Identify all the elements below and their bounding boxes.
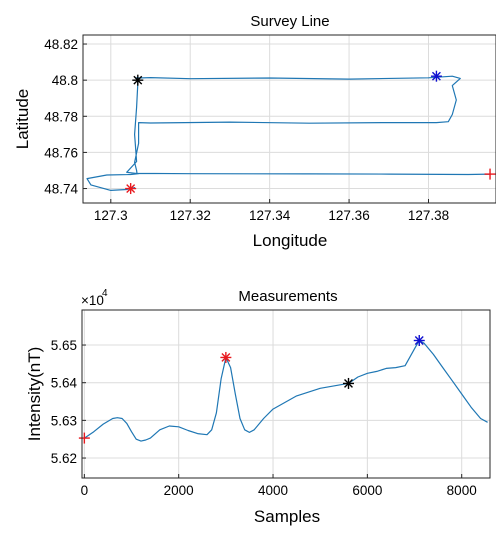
x-tick-label: 6000 — [352, 483, 382, 498]
y-tick-label: 5.62 — [51, 451, 77, 466]
grid — [83, 35, 496, 203]
y-tick-label: 5.64 — [51, 376, 78, 391]
x-tick-label: 127.3 — [94, 208, 128, 223]
x-axis-label: Longitude — [253, 231, 328, 250]
y-axis-label: Latitude — [13, 89, 32, 150]
star-marker — [125, 183, 137, 195]
plus-marker — [78, 432, 90, 444]
chart-title: Measurements — [238, 288, 337, 305]
marker-group — [125, 70, 496, 195]
x-tick-label: 127.34 — [249, 208, 291, 223]
survey-line-chart: Survey Line 127.3 127.32 127.34 127.36 127.3… — [13, 13, 496, 250]
y-tick-label: 48.76 — [44, 145, 78, 160]
star-marker — [220, 351, 232, 363]
x-axis-ticks: 0 2000 4000 6000 8000 — [81, 474, 477, 498]
marker-group — [78, 335, 425, 444]
series-line — [84, 339, 488, 442]
series-group — [86, 75, 491, 191]
grid — [82, 310, 490, 478]
x-tick-label: 0 — [81, 483, 89, 498]
y-tick-label: 48.82 — [44, 37, 78, 52]
x-tick-label: 127.38 — [408, 208, 449, 223]
x-tick-label: 8000 — [447, 483, 477, 498]
plus-marker — [484, 168, 496, 180]
y-tick-label: 5.65 — [51, 338, 77, 353]
y-tick-label: 5.63 — [51, 413, 77, 428]
y-axis-ticks: 5.62 5.63 5.64 5.65 — [51, 338, 86, 466]
star-marker — [413, 335, 425, 347]
y-exponent-base: ×10 — [81, 293, 104, 308]
star-marker — [342, 377, 354, 389]
x-axis-label: Samples — [254, 507, 320, 526]
y-tick-label: 48.74 — [44, 182, 78, 197]
plot-frame — [81, 309, 491, 479]
plot-frame — [82, 34, 496, 204]
series-group — [84, 339, 488, 442]
star-marker — [132, 74, 144, 86]
x-tick-label: 127.32 — [170, 208, 211, 223]
y-axis-ticks: 48.74 48.76 48.78 48.8 48.82 — [44, 37, 87, 197]
x-axis-ticks: 127.3 127.32 127.34 127.36 127.38 — [94, 199, 449, 223]
y-exponent-power: 4 — [102, 288, 108, 299]
measurements-chart: Measurements ×10 4 0 2000 4000 6000 8000 5.6… — [25, 288, 491, 526]
x-tick-label: 127.36 — [328, 208, 369, 223]
star-marker — [430, 70, 442, 82]
x-tick-label: 2000 — [164, 483, 194, 498]
series-line — [86, 75, 491, 191]
y-axis-label: Intensity(nT) — [25, 347, 44, 441]
y-tick-label: 48.78 — [44, 109, 78, 124]
y-tick-label: 48.8 — [52, 73, 78, 88]
x-tick-label: 4000 — [258, 483, 288, 498]
chart-title: Survey Line — [250, 13, 329, 30]
